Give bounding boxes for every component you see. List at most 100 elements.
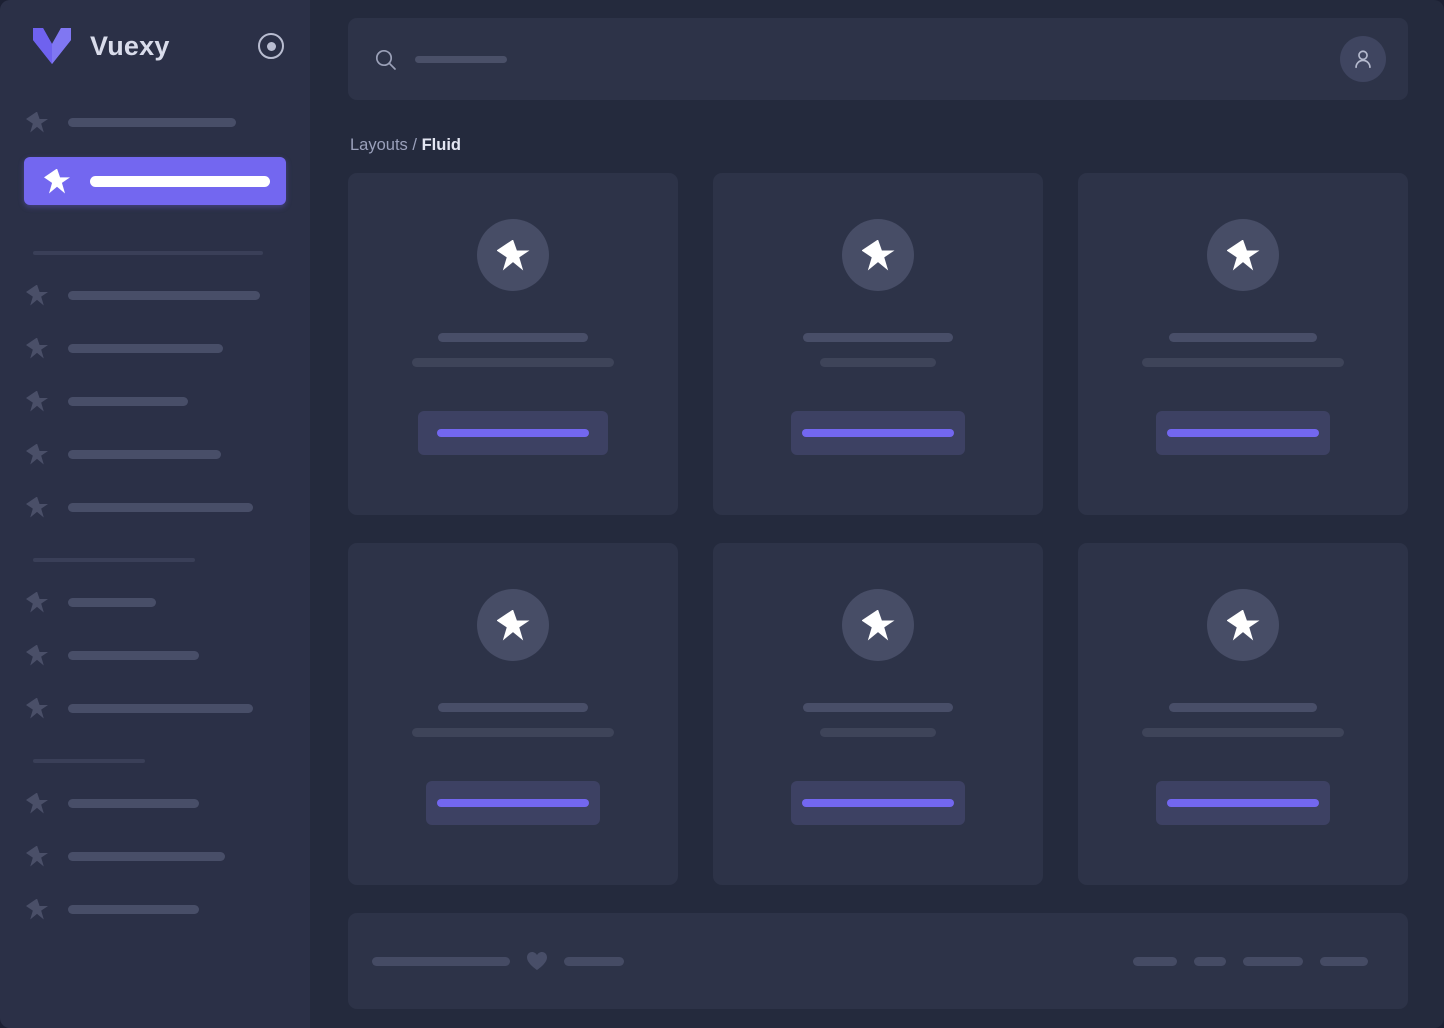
sidebar-item-5[interactable] [24,383,286,419]
card-avatar [842,589,914,661]
sidebar-item-6[interactable] [24,436,286,472]
footer-link-bar[interactable] [1133,956,1177,966]
sidebar-item-1[interactable] [24,104,286,140]
avatar[interactable] [1340,36,1386,82]
sidebar: Vuexy [0,0,310,1028]
card-avatar [1207,589,1279,661]
radio-circle-icon[interactable] [258,33,284,59]
card-line [438,703,588,712]
card-line [803,703,953,712]
card-button-label [1167,429,1319,437]
sidebar-item-label [68,290,260,300]
card-line [820,728,936,737]
star-icon [26,845,48,867]
star-icon [26,792,48,814]
sidebar-group [0,251,310,525]
footer-link-bar[interactable] [1320,956,1368,966]
footer-links [1133,956,1368,966]
sidebar-item-10[interactable] [24,690,286,726]
sidebar-brand[interactable]: Vuexy [0,0,310,92]
card-avatar [477,589,549,661]
sidebar-item-9[interactable] [24,637,286,673]
sidebar-item-label [90,175,270,187]
breadcrumb-parent[interactable]: Layouts [350,136,408,154]
card-button-label [802,429,954,437]
card-line [820,358,936,367]
heart-icon [526,951,548,971]
card-line [1169,703,1317,712]
card-action-button[interactable] [418,411,608,455]
sidebar-item-label [68,798,199,808]
sidebar-item-12[interactable] [24,838,286,874]
star-icon [44,168,70,194]
star-icon [26,496,48,518]
star-icon [26,898,48,920]
card-button-label [437,429,589,437]
brand-name: Vuexy [90,30,170,61]
sidebar-section-divider [33,759,145,763]
sidebar-item-13[interactable] [24,891,286,927]
sidebar-item-7[interactable] [24,489,286,525]
card-line [1142,728,1344,737]
search-placeholder [415,55,507,63]
card-line [803,333,953,342]
card-text-lines [713,333,1043,367]
search-input[interactable] [374,48,1340,71]
footer-left [372,951,624,971]
content-card[interactable] [348,543,678,885]
top-navbar [348,18,1408,100]
sidebar-item-4[interactable] [24,330,286,366]
star-icon [26,337,48,359]
card-button-label [802,799,954,807]
search-icon [374,48,397,71]
sidebar-item-label [68,650,199,660]
star-icon [861,609,895,641]
card-action-button[interactable] [791,781,965,825]
content-card[interactable] [348,173,678,515]
sidebar-item-8[interactable] [24,584,286,620]
star-icon [26,697,48,719]
star-icon [26,443,48,465]
sidebar-item-3[interactable] [24,277,286,313]
main-content: Layouts / Fluid [310,0,1444,1028]
card-avatar [1207,219,1279,291]
sidebar-section-divider [33,558,195,562]
star-icon [861,239,895,271]
breadcrumb-separator: / [412,136,417,154]
content-card[interactable] [1078,543,1408,885]
sidebar-group [0,104,310,205]
sidebar-item-label [68,502,253,512]
sidebar-item-label [68,449,221,459]
card-action-button[interactable] [1156,411,1330,455]
user-avatar-icon [1355,50,1371,69]
footer-link-bar[interactable] [1243,956,1303,966]
star-icon [26,390,48,412]
card-avatar [842,219,914,291]
sidebar-item-2-active[interactable] [24,157,286,205]
card-line [1142,358,1344,367]
card-text-lines [1078,333,1408,367]
card-grid [348,173,1408,885]
card-action-button[interactable] [1156,781,1330,825]
card-button-label [437,799,589,807]
footer-text-bar [564,956,624,966]
card-action-button[interactable] [791,411,965,455]
sidebar-group [0,759,310,927]
content-card[interactable] [713,173,1043,515]
sidebar-item-label [68,597,156,607]
content-card[interactable] [713,543,1043,885]
sidebar-group [0,558,310,726]
footer-link-bar[interactable] [1194,956,1226,966]
star-icon [496,239,530,271]
breadcrumb: Layouts / Fluid [350,136,1408,155]
card-text-lines [713,703,1043,737]
content-card[interactable] [1078,173,1408,515]
star-icon [1226,239,1260,271]
sidebar-item-11[interactable] [24,785,286,821]
star-icon [26,591,48,613]
card-action-button[interactable] [426,781,600,825]
star-icon [26,284,48,306]
sidebar-item-label [68,904,199,914]
card-button-label [1167,799,1319,807]
star-icon [26,644,48,666]
